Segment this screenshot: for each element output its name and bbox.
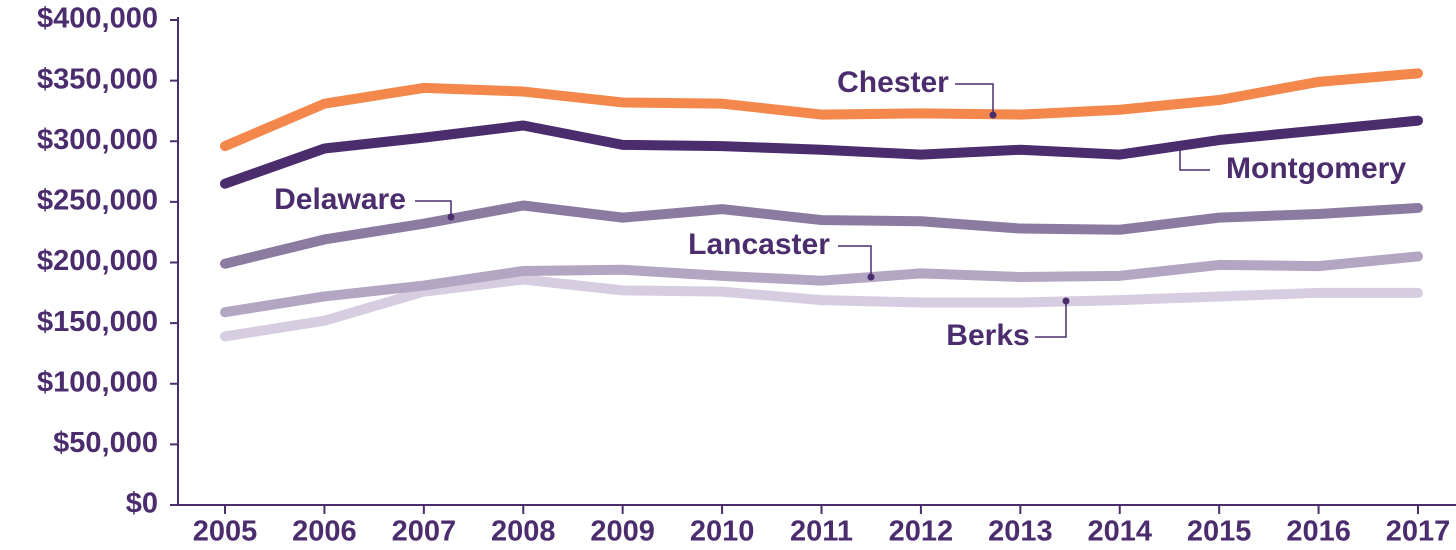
x-tick-label: 2016 (1286, 516, 1351, 548)
y-tick-label: $50,000 (53, 427, 158, 459)
series-label: Delaware (274, 183, 406, 216)
x-tick-label: 2011 (790, 516, 853, 548)
series-label: Chester (837, 66, 949, 99)
leader-dot (447, 213, 455, 221)
x-tick-label: 2015 (1187, 516, 1252, 548)
series-label: Montgomery (1226, 152, 1406, 185)
leader-line (1035, 301, 1067, 338)
x-tick-label: 2013 (988, 516, 1053, 548)
series-label: Berks (946, 319, 1029, 352)
leader-line (838, 245, 872, 277)
y-tick-label: $200,000 (37, 245, 158, 277)
y-tick-label: $150,000 (37, 306, 158, 338)
y-tick-label: $100,000 (37, 366, 158, 398)
leader-dot (989, 111, 997, 119)
y-tick-label: $250,000 (37, 185, 158, 217)
x-tick-label: 2009 (590, 516, 655, 548)
x-tick-label: 2014 (1087, 516, 1152, 548)
x-tick-label: 2017 (1386, 516, 1451, 548)
x-tick-label: 2012 (889, 516, 954, 548)
y-tick-label: $400,000 (37, 3, 158, 35)
series-line (220, 200, 1423, 269)
x-tick-label: 2010 (690, 516, 755, 548)
y-tick-label: $300,000 (37, 124, 158, 156)
leader-line (415, 200, 452, 217)
y-tick-label: $0 (126, 488, 158, 520)
series-line (220, 274, 1423, 342)
x-tick-label: 2005 (193, 516, 258, 548)
series-line (220, 68, 1423, 152)
x-tick-label: 2008 (491, 516, 556, 548)
series-line (220, 251, 1423, 318)
leader-line (955, 83, 994, 115)
series-label: Lancaster (688, 228, 830, 261)
x-tick-label: 2006 (292, 516, 357, 548)
y-tick-label: $350,000 (37, 63, 158, 95)
series-line (220, 115, 1423, 189)
leader-dot (1062, 297, 1070, 305)
x-tick-label: 2007 (392, 516, 457, 548)
leader-dot (867, 273, 875, 281)
leader-line (1179, 150, 1210, 171)
